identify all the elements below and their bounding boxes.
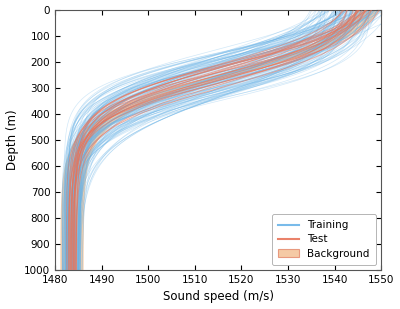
X-axis label: Sound speed (m/s): Sound speed (m/s) [163, 290, 274, 303]
Y-axis label: Depth (m): Depth (m) [6, 109, 18, 170]
Legend: Training, Test, Background: Training, Test, Background [272, 214, 376, 265]
